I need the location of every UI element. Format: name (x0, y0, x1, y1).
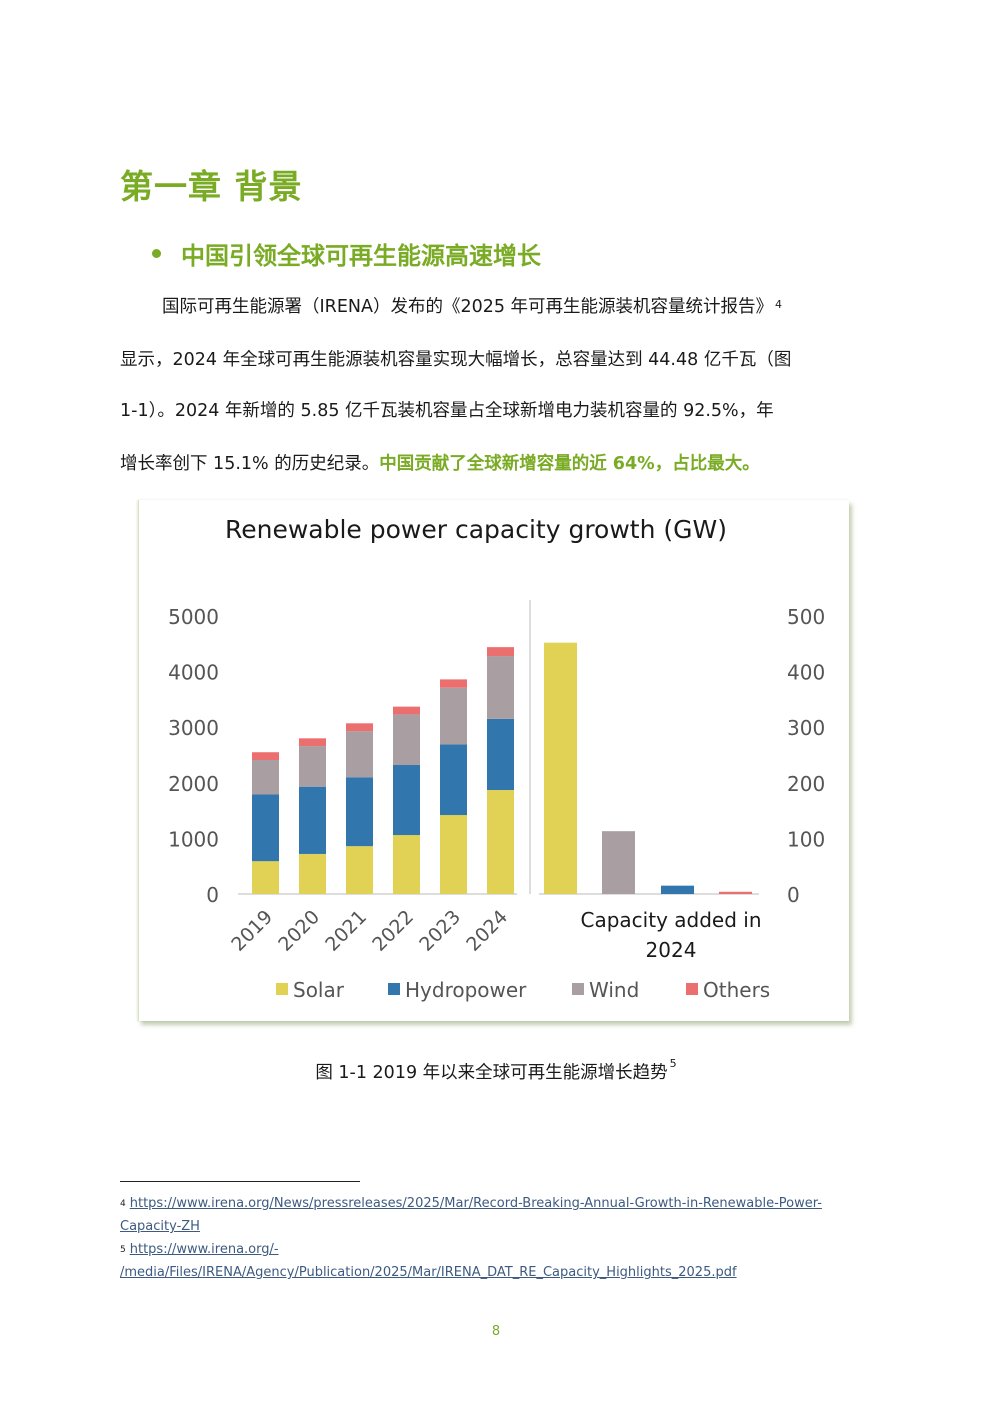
legend-label-others: Others (703, 978, 770, 1002)
footnote-number: 4 (120, 1199, 126, 1209)
left-axis-tick: 2000 (168, 772, 219, 796)
right-axis-tick: 100 (787, 827, 825, 851)
footnote-link[interactable]: Capacity-ZH (120, 1219, 200, 1234)
bar-solar-2024 (487, 790, 514, 894)
bar-wind-2020 (299, 746, 326, 787)
figure-caption: 图 1-1 2019 年以来全球可再生能源增长趋势 5 (0, 1057, 992, 1084)
bar-others-2023 (440, 679, 467, 688)
legend-swatch-wind (572, 983, 584, 995)
added-bar-solar (544, 642, 577, 894)
x-tick-2021: 2021 (321, 906, 371, 956)
left-axis-tick: 0 (206, 883, 219, 907)
legend-swatch-others (686, 983, 698, 995)
bar-wind-2023 (440, 687, 467, 745)
section-heading: 中国引领全球可再生能源高速增长 (152, 236, 541, 271)
bar-others-2021 (346, 723, 373, 732)
caption-text: 图 1-1 2019 年以来全球可再生能源增长趋势 (315, 1063, 668, 1083)
page-number: 8 (491, 1324, 501, 1339)
left-axis-tick: 5000 (168, 605, 219, 629)
right-axis-tick: 300 (787, 716, 825, 740)
bar-hydropower-2023 (440, 744, 467, 816)
right-axis-tick: 0 (787, 883, 800, 907)
bar-hydropower-2024 (487, 718, 514, 791)
added-bar-hydropower (661, 885, 694, 894)
added-bar-others (719, 891, 752, 894)
footnote-link[interactable]: /media/Files/IRENA/Agency/Publication/20… (120, 1265, 737, 1280)
paragraph-line-3: 1-1）。2024 年新增的 5.85 亿千瓦装机容量占全球新增电力装机容量的 … (120, 401, 774, 421)
right-axis-tick: 500 (787, 605, 825, 629)
right-axis-tick: 200 (787, 772, 825, 796)
left-axis-tick: 4000 (168, 661, 219, 685)
bar-hydropower-2022 (393, 765, 420, 836)
bar-solar-2023 (440, 815, 467, 894)
bar-wind-2022 (393, 714, 420, 766)
bullet-icon (152, 249, 161, 258)
paragraph-line-1: 国际可再生能源署（IRENA）发布的《2025 年可再生能源装机容量统计报告》 4 (162, 297, 875, 317)
x-tick-2020: 2020 (274, 906, 324, 956)
bar-others-2024 (487, 647, 514, 657)
chart-figure: Renewable power capacity growth (GW) 5000… (138, 500, 849, 1021)
x-tick-2022: 2022 (368, 906, 418, 956)
x-tick-2019: 2019 (227, 906, 277, 956)
bar-wind-2019 (252, 760, 279, 795)
paragraph-line-2: 显示，2024 年全球可再生能源装机容量实现大幅增长，总容量达到 44.48 亿… (120, 350, 792, 370)
footnote-4: 4 https://www.irena.org/News/pressrelease… (120, 1195, 822, 1213)
left-axis-tick: 3000 (168, 716, 219, 740)
footnote-divider (120, 1181, 360, 1182)
bar-solar-2019 (252, 861, 279, 894)
legend-label-solar: Solar (293, 978, 345, 1002)
bar-solar-2020 (299, 853, 326, 894)
bar-solar-2022 (393, 835, 420, 894)
legend-label-hydropower: Hydropower (405, 978, 527, 1002)
right-xlabel-line1: Capacity added in (581, 908, 762, 932)
legend-swatch-hydropower (388, 983, 400, 995)
highlight-text: 中国贡献了全球新增容量的近 64%，占比最大。 (379, 454, 760, 474)
bar-wind-2021 (346, 731, 373, 778)
footnote-4-cont: Capacity-ZH (120, 1218, 200, 1236)
chart-svg: Renewable power capacity growth (GW)5000… (168, 515, 825, 1002)
bar-hydropower-2019 (252, 794, 279, 862)
legend-swatch-solar (276, 983, 288, 995)
footnote-number: 5 (120, 1245, 126, 1255)
bar-hydropower-2021 (346, 777, 373, 847)
footnote-5-cont: /media/Files/IRENA/Agency/Publication/20… (120, 1264, 737, 1282)
bar-hydropower-2020 (299, 786, 326, 854)
bar-solar-2021 (346, 846, 373, 894)
footnote-5: 5 https://www.irena.org/- (120, 1241, 279, 1259)
x-tick-2024: 2024 (462, 906, 512, 956)
paragraph-text: 国际可再生能源署（IRENA）发布的《2025 年可再生能源装机容量统计报告》 (162, 297, 774, 317)
x-tick-2023: 2023 (415, 906, 465, 956)
bar-others-2020 (299, 738, 326, 747)
right-axis-tick: 400 (787, 661, 825, 685)
legend-label-wind: Wind (589, 978, 639, 1002)
bar-others-2022 (393, 706, 420, 715)
added-bar-wind (602, 831, 635, 894)
bar-wind-2024 (487, 656, 514, 719)
bar-others-2019 (252, 752, 279, 761)
footnote-link[interactable]: https://www.irena.org/News/pressreleases… (129, 1196, 822, 1211)
right-xlabel-line2: 2024 (646, 938, 697, 962)
footnote-link[interactable]: https://www.irena.org/- (129, 1242, 279, 1257)
footnote-ref: 4 (775, 298, 783, 311)
chapter-title: 第一章 背景 (120, 167, 303, 206)
section-title: 中国引领全球可再生能源高速增长 (181, 242, 541, 270)
footnote-ref: 5 (669, 1057, 677, 1070)
paragraph-text: 增长率创下 15.1% 的历史纪录。 (120, 454, 380, 474)
left-axis-tick: 1000 (168, 827, 219, 851)
paragraph-line-4: 增长率创下 15.1% 的历史纪录。中国贡献了全球新增容量的近 64%，占比最大… (120, 454, 875, 474)
chart-title: Renewable power capacity growth (GW) (225, 515, 727, 544)
